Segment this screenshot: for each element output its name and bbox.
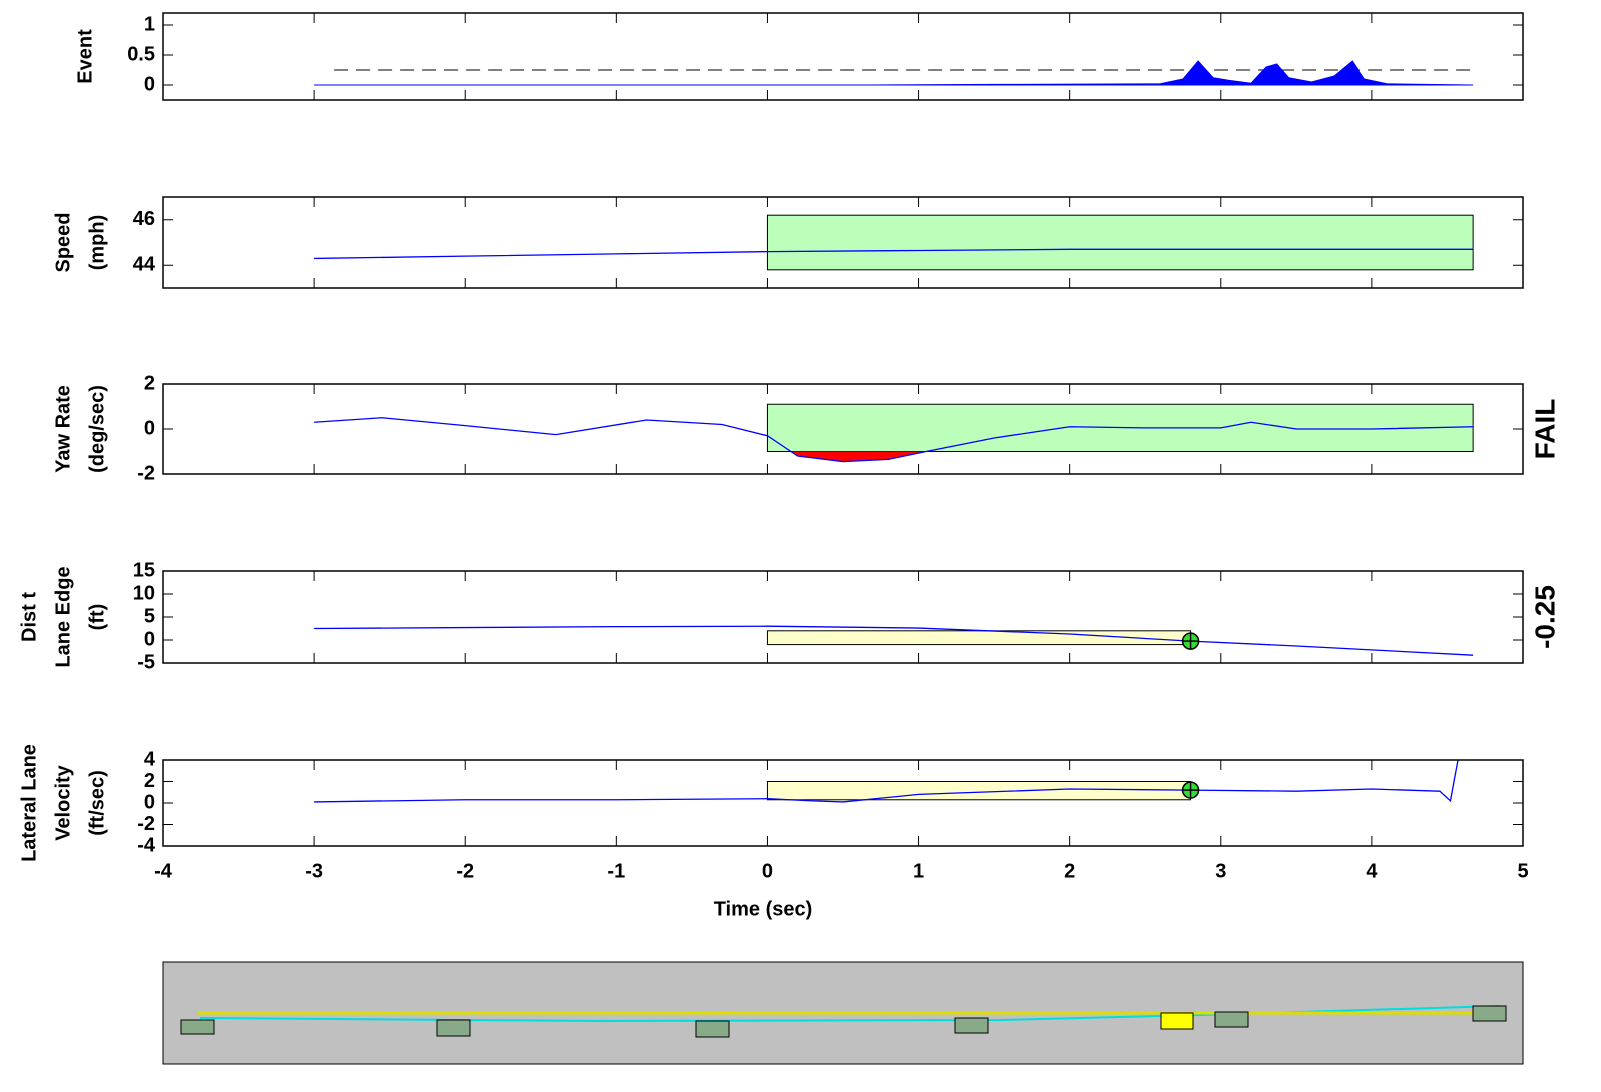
y-axis-label: Lane Edge <box>52 566 74 667</box>
limit-band <box>766 214 1474 271</box>
x-tick-label: -4 <box>154 860 173 882</box>
data-line <box>314 248 1474 260</box>
x-tick-label: 2 <box>1064 860 1075 882</box>
panel: 0 0.5 1 Event <box>74 12 1524 101</box>
y-axis-label: Velocity <box>52 764 74 840</box>
y-axis-label: (mph) <box>86 215 108 271</box>
plot-area <box>163 13 1523 100</box>
data-line <box>314 759 1459 803</box>
vehicle <box>1472 1005 1507 1022</box>
y-tick-label: 0.5 <box>127 43 155 65</box>
y-tick-label: -5 <box>137 651 155 673</box>
marker-cross <box>1182 782 1199 799</box>
y-tick-label: 46 <box>133 208 155 230</box>
x-tick-label: -2 <box>456 860 474 882</box>
vehicle <box>695 1020 730 1038</box>
y-tick-label: 5 <box>144 605 155 627</box>
y-tick-label: 0 <box>144 628 155 650</box>
y-tick-label: -4 <box>137 834 156 856</box>
road-diagram <box>162 961 1524 1065</box>
vehicle <box>954 1017 989 1034</box>
plot-area <box>163 571 1523 663</box>
y-tick-label: 4 <box>144 748 156 770</box>
y-tick-label: 2 <box>144 770 155 792</box>
y-tick-label: 44 <box>133 254 156 276</box>
vehicle <box>180 1019 215 1035</box>
y-tick-label: 10 <box>133 582 155 604</box>
y-tick-label: 1 <box>144 13 155 35</box>
vehicle <box>1214 1011 1249 1028</box>
y-axis-label: Yaw Rate <box>52 385 74 473</box>
y-axis-label: (ft/sec) <box>86 770 108 836</box>
x-axis-label: Time (sec) <box>714 898 813 920</box>
axes-frame <box>162 196 1524 289</box>
x-tick-label: -1 <box>607 860 625 882</box>
x-tick-label: 0 <box>762 860 773 882</box>
data-line <box>314 417 1474 463</box>
result-label: -0.25 <box>1529 585 1560 649</box>
status-label: FAIL <box>1529 399 1560 460</box>
y-axis-label: Lateral Lane <box>18 744 40 862</box>
y-tick-label: 2 <box>144 372 155 394</box>
data-line <box>314 625 1474 656</box>
event-area <box>314 60 1474 86</box>
y-tick-label: -2 <box>137 813 155 835</box>
y-tick-label: 15 <box>133 559 155 581</box>
axes-frame <box>162 12 1524 101</box>
plot-area <box>163 760 1523 846</box>
y-tick-label: -2 <box>137 462 155 484</box>
x-tick-label: 1 <box>913 860 924 882</box>
y-axis-label: Speed <box>52 212 74 272</box>
vehicle <box>436 1019 471 1037</box>
y-axis-label: Dist t <box>18 592 40 642</box>
marker-cross <box>1182 633 1199 650</box>
panel: FAIL -2 0 2 Yaw Rate (deg/sec) <box>52 372 1560 484</box>
x-tick-label: 4 <box>1366 860 1378 882</box>
x-tick-label: 3 <box>1215 860 1226 882</box>
y-tick-label: 0 <box>144 791 155 813</box>
limit-band <box>766 781 1192 801</box>
y-axis-label: Event <box>74 29 96 84</box>
y-tick-label: 0 <box>144 73 155 95</box>
y-tick-label: 0 <box>144 417 155 439</box>
y-axis-label: (deg/sec) <box>86 385 108 473</box>
panel: 44 46 Speed (mph) <box>52 196 1524 289</box>
x-tick-label: 5 <box>1517 860 1528 882</box>
y-axis-label: (ft) <box>86 604 108 631</box>
vehicle-current <box>1160 1012 1194 1030</box>
x-tick-label: -3 <box>305 860 323 882</box>
